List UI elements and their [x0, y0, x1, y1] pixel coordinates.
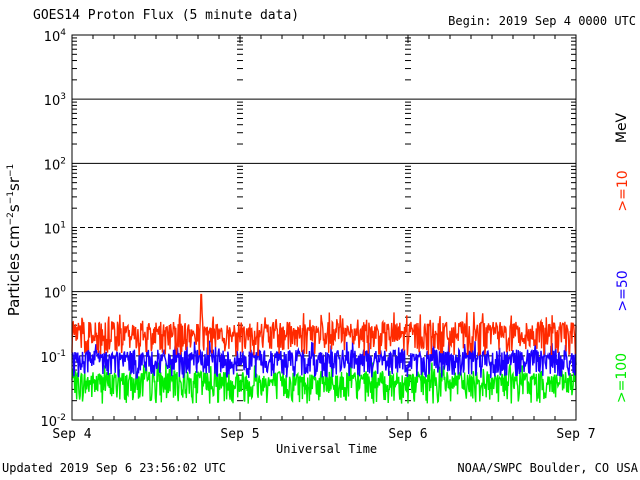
- series-line-ge50: [71, 340, 577, 380]
- y-tick-label: 104: [44, 28, 67, 45]
- y-tick-label: 102: [44, 156, 66, 173]
- legend-series-10: >=10: [615, 170, 631, 212]
- y-tick-label: 100: [44, 285, 67, 302]
- chart-title: GOES14 Proton Flux (5 minute data): [33, 8, 300, 23]
- x-tick-label: Sep 7: [556, 427, 595, 442]
- unit-label: MeV: [614, 112, 630, 144]
- y-tick-label: 101: [44, 221, 66, 238]
- legend-series-50: >=50: [615, 270, 631, 312]
- y-tick-label: 10-1: [40, 349, 66, 366]
- y-tick-label: 10-2: [40, 413, 66, 430]
- series-line-ge10: [71, 293, 577, 356]
- y-tick-labels: 10-2 10-1 100 101 102 103 104: [40, 28, 66, 430]
- plot-frame: [71, 34, 577, 421]
- credit: NOAA/SWPC Boulder, CO USA: [457, 461, 638, 475]
- begin-time: Begin: 2019 Sep 4 0000 UTC: [448, 14, 636, 28]
- x-axis-label: Universal Time: [276, 442, 378, 456]
- series-line-ge100: [71, 361, 577, 404]
- legend-series-100: >=100: [614, 352, 630, 404]
- y-axis-label: Particles cm−2s−1sr−1: [5, 163, 23, 317]
- series-layer: [71, 293, 577, 404]
- plot-frame-rect: [71, 34, 577, 421]
- x-tick-label: Sep 5: [220, 427, 259, 442]
- updated-time: Updated 2019 Sep 6 23:56:02 UTC: [2, 461, 226, 475]
- x-tick-label: Sep 4: [52, 427, 91, 442]
- x-tick-label: Sep 6: [388, 427, 427, 442]
- x-tick-labels: Sep 4 Sep 5 Sep 6 Sep 7: [52, 427, 595, 442]
- y-tick-label: 103: [44, 92, 66, 109]
